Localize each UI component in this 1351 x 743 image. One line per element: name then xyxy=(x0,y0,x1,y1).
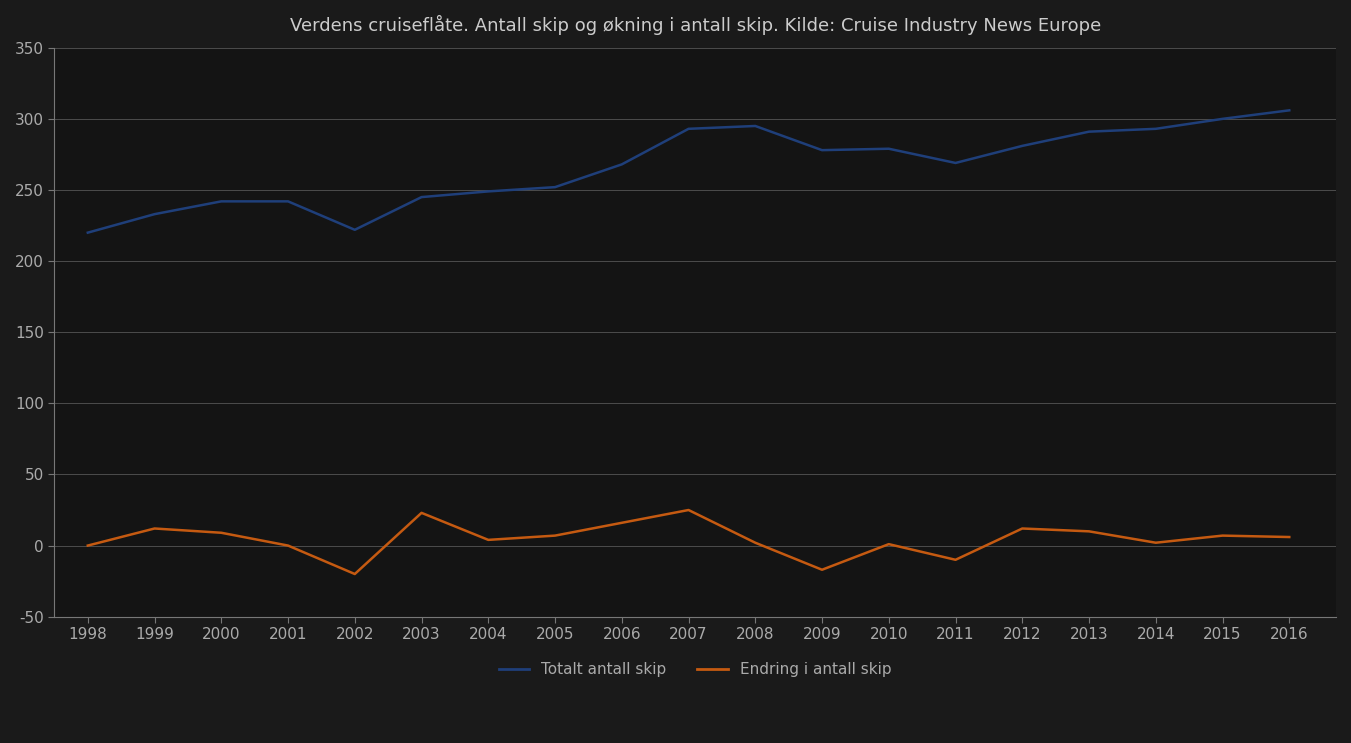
Totalt antall skip xyxy=(1081,127,1097,136)
Endring i antall skip xyxy=(347,570,363,579)
Totalt antall skip xyxy=(146,210,162,218)
Totalt antall skip xyxy=(80,228,96,237)
Totalt antall skip xyxy=(613,160,630,169)
Endring i antall skip xyxy=(1281,533,1297,542)
Endring i antall skip xyxy=(80,541,96,550)
Endring i antall skip xyxy=(681,505,697,514)
Totalt antall skip xyxy=(1281,106,1297,114)
Endring i antall skip xyxy=(1147,538,1163,547)
Line: Totalt antall skip: Totalt antall skip xyxy=(88,110,1289,233)
Totalt antall skip xyxy=(213,197,230,206)
Endring i antall skip xyxy=(413,508,430,517)
Endring i antall skip xyxy=(613,519,630,528)
Endring i antall skip xyxy=(813,565,830,574)
Totalt antall skip xyxy=(747,122,763,131)
Endring i antall skip xyxy=(146,524,162,533)
Totalt antall skip xyxy=(681,124,697,133)
Totalt antall skip xyxy=(813,146,830,155)
Endring i antall skip xyxy=(947,555,963,564)
Totalt antall skip xyxy=(1015,141,1031,150)
Endring i antall skip xyxy=(1015,524,1031,533)
Endring i antall skip xyxy=(747,538,763,547)
Totalt antall skip xyxy=(280,197,296,206)
Line: Endring i antall skip: Endring i antall skip xyxy=(88,510,1289,574)
Totalt antall skip xyxy=(480,187,496,196)
Endring i antall skip xyxy=(280,541,296,550)
Endring i antall skip xyxy=(480,536,496,545)
Totalt antall skip xyxy=(413,192,430,201)
Endring i antall skip xyxy=(1081,527,1097,536)
Endring i antall skip xyxy=(213,528,230,537)
Totalt antall skip xyxy=(547,183,563,192)
Endring i antall skip xyxy=(547,531,563,540)
Totalt antall skip xyxy=(1215,114,1231,123)
Endring i antall skip xyxy=(1215,531,1231,540)
Totalt antall skip xyxy=(947,158,963,167)
Totalt antall skip xyxy=(881,144,897,153)
Totalt antall skip xyxy=(347,225,363,234)
Legend: Totalt antall skip, Endring i antall skip: Totalt antall skip, Endring i antall ski… xyxy=(493,656,898,683)
Totalt antall skip xyxy=(1147,124,1163,133)
Endring i antall skip xyxy=(881,539,897,548)
Title: Verdens cruiseflåte. Antall skip og økning i antall skip. Kilde: Cruise Industry: Verdens cruiseflåte. Antall skip og økni… xyxy=(289,15,1101,35)
